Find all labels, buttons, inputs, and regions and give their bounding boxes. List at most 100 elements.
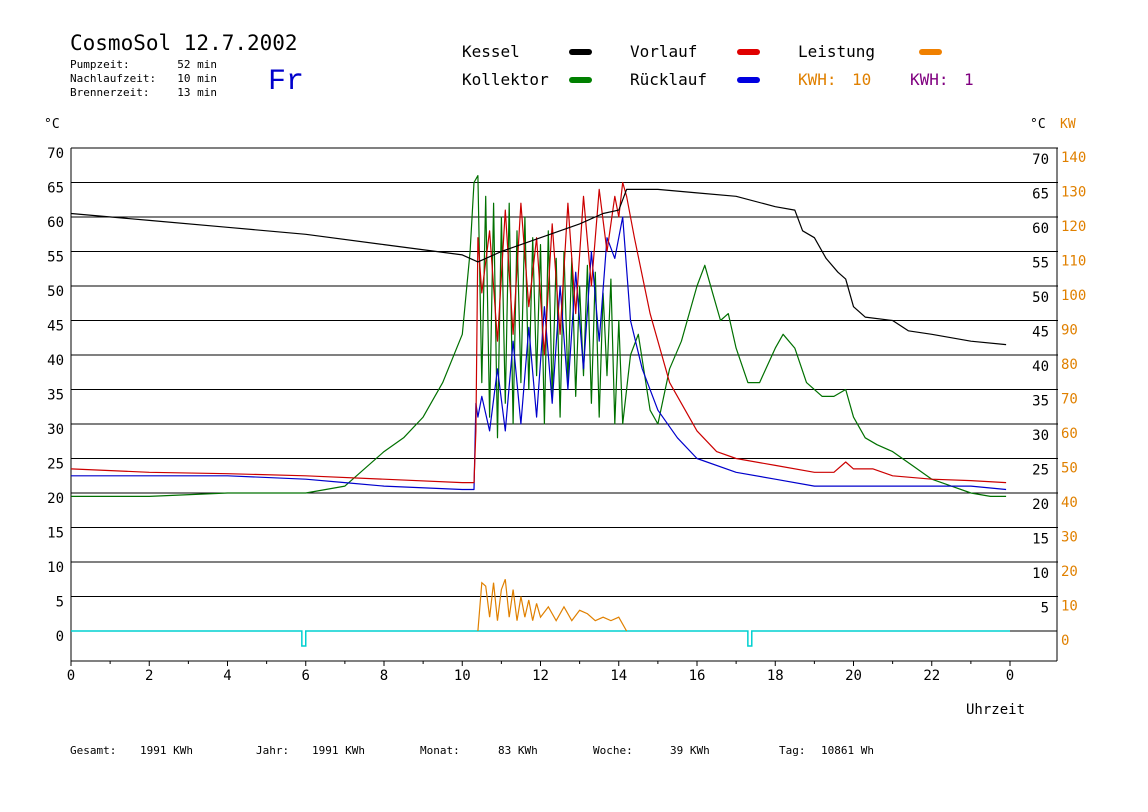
legend-label: Rücklauf <box>630 70 707 89</box>
y-kw-tick-label: 0 <box>1061 633 1069 649</box>
y-kw-tick-label: 70 <box>1061 392 1078 408</box>
x-tick-label: 16 <box>689 668 706 684</box>
y-kw-tick-label: 110 <box>1061 254 1086 270</box>
x-axis-label: Uhrzeit <box>966 702 1025 718</box>
y-left-tick-label: 70 <box>47 146 64 162</box>
stats-block: Pumpzeit: 52 min Nachlaufzeit: 10 min Brenne… <box>70 58 217 99</box>
stat-label: Pumpzeit: <box>70 58 130 71</box>
y-right-tick-label: 15 <box>1032 532 1049 548</box>
footer-value: 10861 Wh <box>821 744 874 757</box>
y-kw-unit: KW <box>1060 117 1076 132</box>
kwh-value: 10 <box>852 70 871 89</box>
y-left-tick-label: 50 <box>47 284 64 300</box>
y-kw-tick-label: 60 <box>1061 426 1078 442</box>
y-kw-tick-label: 90 <box>1061 323 1078 339</box>
legend-label: Kollektor <box>462 70 549 89</box>
series-ruecklauf <box>71 216 1007 491</box>
y-left-tick-label: 30 <box>47 422 64 438</box>
y-kw-tick-label: 130 <box>1061 185 1086 201</box>
y-left-tick-label: 45 <box>47 319 64 335</box>
y-left-tick-label: 35 <box>47 388 64 404</box>
series-brenner <box>71 630 1010 647</box>
footer-value: 39 KWh <box>670 744 710 757</box>
x-tick-label: 6 <box>302 668 310 684</box>
y-kw-tick-label: 80 <box>1061 357 1078 373</box>
y-left-tick-label: 65 <box>47 181 64 197</box>
chart-title: CosmoSol 12.7.2002 <box>70 31 298 55</box>
y-right-tick-label: 45 <box>1032 325 1049 341</box>
footer-value: 1991 KWh <box>312 744 365 757</box>
legend-label: Vorlauf <box>630 42 697 61</box>
legend: Kessel Vorlauf Leistung Kollektor Rücklauf KW… <box>462 42 974 89</box>
legend-label: Leistung <box>798 42 875 61</box>
y-left-tick-label: 60 <box>47 215 64 231</box>
y-left-tick-label: 5 <box>56 595 64 611</box>
y-kw-tick-label: 100 <box>1061 288 1086 304</box>
y-right-tick-label: 70 <box>1032 152 1049 168</box>
x-tick-label: 4 <box>223 668 231 684</box>
x-tick-label: 8 <box>380 668 388 684</box>
y-right-unit: °C <box>1030 117 1046 132</box>
y-kw-tick-label: 30 <box>1061 530 1078 546</box>
footer-label: Monat: <box>420 744 460 757</box>
stat-value: 13 min <box>177 86 217 99</box>
y-right-tick-label: 40 <box>1032 359 1049 375</box>
x-tick-label: 14 <box>610 668 627 684</box>
y-kw-tick-label: 50 <box>1061 461 1078 477</box>
x-tick-label: 18 <box>767 668 784 684</box>
series-leistung <box>477 579 628 632</box>
kwh-value: 1 <box>964 70 974 89</box>
y-right-tick-label: 25 <box>1032 463 1049 479</box>
y-left-tick-label: 20 <box>47 491 64 507</box>
y-left-tick-label: 25 <box>47 457 64 473</box>
stat-label: Nachlaufzeit: <box>70 72 156 85</box>
axes: 0510152025303540455055606570510152025303… <box>47 146 1086 684</box>
day-label: Fr <box>268 65 304 99</box>
y-right-tick-label: 30 <box>1032 428 1049 444</box>
y-left-tick-label: 10 <box>47 560 64 576</box>
kwh-label: KWH: <box>910 70 949 89</box>
footer-label: Tag: <box>779 744 806 757</box>
series-group <box>70 175 1010 647</box>
x-tick-label: 22 <box>923 668 940 684</box>
x-tick-label: 12 <box>532 668 549 684</box>
footer-label: Gesamt: <box>70 744 116 757</box>
footer-value: 1991 KWh <box>140 744 193 757</box>
y-left-unit: °C <box>44 117 60 132</box>
stat-value: 52 min <box>177 58 217 71</box>
y-kw-tick-label: 40 <box>1061 495 1078 511</box>
footer-value: 83 KWh <box>498 744 538 757</box>
y-left-tick-label: 15 <box>47 526 64 542</box>
y-left-tick-label: 55 <box>47 250 64 266</box>
y-right-tick-label: 65 <box>1032 187 1049 203</box>
y-right-tick-label: 5 <box>1041 601 1049 617</box>
y-right-tick-label: 50 <box>1032 290 1049 306</box>
legend-label: Kessel <box>462 42 520 61</box>
footer-label: Woche: <box>593 744 633 757</box>
series-kessel <box>70 188 1007 346</box>
stat-value: 10 min <box>177 72 217 85</box>
series-vorlauf <box>70 181 1007 484</box>
x-tick-label: 0 <box>1006 668 1014 684</box>
kwh-label: KWH: <box>798 70 837 89</box>
y-right-tick-label: 20 <box>1032 497 1049 513</box>
y-right-tick-label: 10 <box>1032 566 1049 582</box>
y-kw-tick-label: 120 <box>1061 219 1086 235</box>
y-kw-tick-label: 140 <box>1061 150 1086 166</box>
series-kollektor <box>71 175 1007 497</box>
y-right-tick-label: 60 <box>1032 221 1049 237</box>
x-tick-label: 2 <box>145 668 153 684</box>
x-tick-label: 20 <box>845 668 862 684</box>
y-right-tick-label: 35 <box>1032 394 1049 410</box>
grid-lines <box>71 147 1058 597</box>
x-tick-label: 0 <box>67 668 75 684</box>
y-left-tick-label: 40 <box>47 353 64 369</box>
footer-label: Jahr: <box>256 744 289 757</box>
y-right-tick-label: 55 <box>1032 256 1049 272</box>
x-tick-label: 10 <box>454 668 471 684</box>
stat-label: Brennerzeit: <box>70 86 149 99</box>
y-left-tick-label: 0 <box>56 629 64 645</box>
footer-totals: Gesamt: 1991 KWh Jahr: 1991 KWh Monat: 83 KWh… <box>70 744 874 757</box>
y-kw-tick-label: 20 <box>1061 564 1078 580</box>
